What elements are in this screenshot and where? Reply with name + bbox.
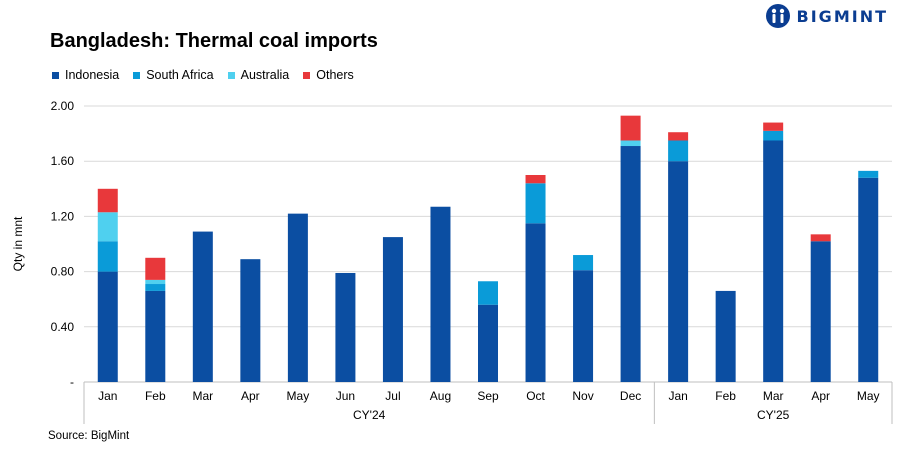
- x-tick-label: May: [287, 389, 310, 403]
- legend-label-australia: Australia: [240, 68, 290, 82]
- x-tick-label: Jun: [336, 389, 355, 403]
- x-tick-label: Dec: [620, 389, 641, 403]
- bar-segment-south-africa: [573, 255, 594, 271]
- bar-segment-others: [620, 115, 641, 141]
- x-tick-label: Jul: [385, 389, 400, 403]
- bar-segment-indonesia: [97, 271, 118, 382]
- bar-segment-south-africa: [668, 140, 689, 162]
- x-tick-label: Oct: [526, 389, 545, 403]
- bar-segment-australia: [145, 279, 166, 285]
- bar-segment-indonesia: [810, 241, 831, 382]
- x-tick-label: May: [857, 389, 880, 403]
- x-tick-label: Sep: [477, 389, 499, 403]
- bar-segment-australia: [97, 212, 118, 242]
- x-tick-label: Nov: [572, 389, 593, 403]
- bar-segment-south-africa: [478, 281, 498, 305]
- x-tick-label: Feb: [715, 389, 736, 403]
- legend-item-indonesia: Indonesia: [52, 68, 119, 82]
- bar-segment-south-africa: [525, 183, 546, 224]
- bar-segment-indonesia: [763, 140, 784, 382]
- y-tick-label: 1.20: [51, 209, 75, 223]
- legend-swatch-others: [303, 71, 311, 79]
- x-tick-label: Mar: [192, 389, 213, 403]
- legend-item-south-africa: South Africa: [133, 68, 214, 82]
- bar-segment-indonesia: [145, 290, 166, 382]
- legend-swatch-australia: [227, 71, 235, 79]
- x-tick-label: Apr: [241, 389, 260, 403]
- bar-segment-indonesia: [287, 213, 308, 382]
- brand-name: BIGMINT: [796, 6, 888, 26]
- bar-segment-indonesia: [335, 272, 356, 382]
- bar-segment-indonesia: [382, 237, 403, 382]
- bar-segment-others: [668, 132, 689, 141]
- x-tick-label: Aug: [430, 389, 451, 403]
- x-tick-label: Apr: [811, 389, 830, 403]
- x-tick-label: Feb: [145, 389, 166, 403]
- bar-segment-indonesia: [525, 223, 546, 382]
- brand-logo: BIGMINT: [765, 3, 888, 29]
- bar-segment-others: [525, 175, 546, 184]
- bar-segment-indonesia: [573, 270, 594, 382]
- x-tick-label: Mar: [763, 389, 784, 403]
- legend-item-australia: Australia: [227, 68, 290, 82]
- legend-swatch-indonesia: [52, 71, 59, 79]
- bar-segment-indonesia: [715, 290, 736, 382]
- chart-legend: Indonesia South Africa Australia Others: [52, 68, 354, 82]
- bar-segment-australia: [620, 140, 641, 147]
- legend-label-south-africa: South Africa: [146, 68, 214, 82]
- bar-segment-indonesia: [192, 231, 213, 382]
- legend-label-indonesia: Indonesia: [65, 68, 120, 82]
- x-tick-label: Jan: [98, 389, 117, 403]
- x-tick-label: Jan: [668, 389, 687, 403]
- bar-segment-south-africa: [858, 170, 879, 178]
- legend-label-others: Others: [316, 68, 354, 82]
- bar-segment-south-africa: [97, 241, 118, 272]
- bar-segment-indonesia: [478, 304, 498, 382]
- y-tick-label: 0.40: [51, 320, 75, 334]
- bar-segment-south-africa: [763, 130, 784, 141]
- bar-segment-south-africa: [145, 284, 166, 291]
- bar-segment-others: [145, 257, 166, 280]
- bar-segment-indonesia: [668, 161, 689, 382]
- bar-segment-indonesia: [240, 259, 261, 382]
- y-tick-label: 1.60: [51, 154, 75, 168]
- bar-segment-indonesia: [620, 146, 641, 382]
- group-label: CY'24: [353, 408, 386, 422]
- y-axis-label: Qty in mnt: [11, 216, 25, 271]
- bigmint-logo-icon: [765, 4, 790, 28]
- y-tick-label: 0.80: [51, 265, 75, 279]
- y-tick-label: 2.00: [51, 99, 75, 113]
- y-tick-label: -: [70, 375, 74, 389]
- source-note: Source: BigMint: [48, 430, 130, 442]
- bar-segment-indonesia: [858, 177, 879, 382]
- group-label: CY'25: [757, 408, 790, 422]
- legend-item-others: Others: [303, 68, 354, 82]
- bar-segment-others: [810, 234, 831, 242]
- bar-segment-indonesia: [430, 206, 451, 382]
- bar-segment-others: [763, 122, 784, 131]
- chart-title: Bangladesh: Thermal coal imports: [50, 30, 378, 52]
- bar-segment-others: [97, 188, 118, 213]
- legend-swatch-south-africa: [133, 71, 141, 79]
